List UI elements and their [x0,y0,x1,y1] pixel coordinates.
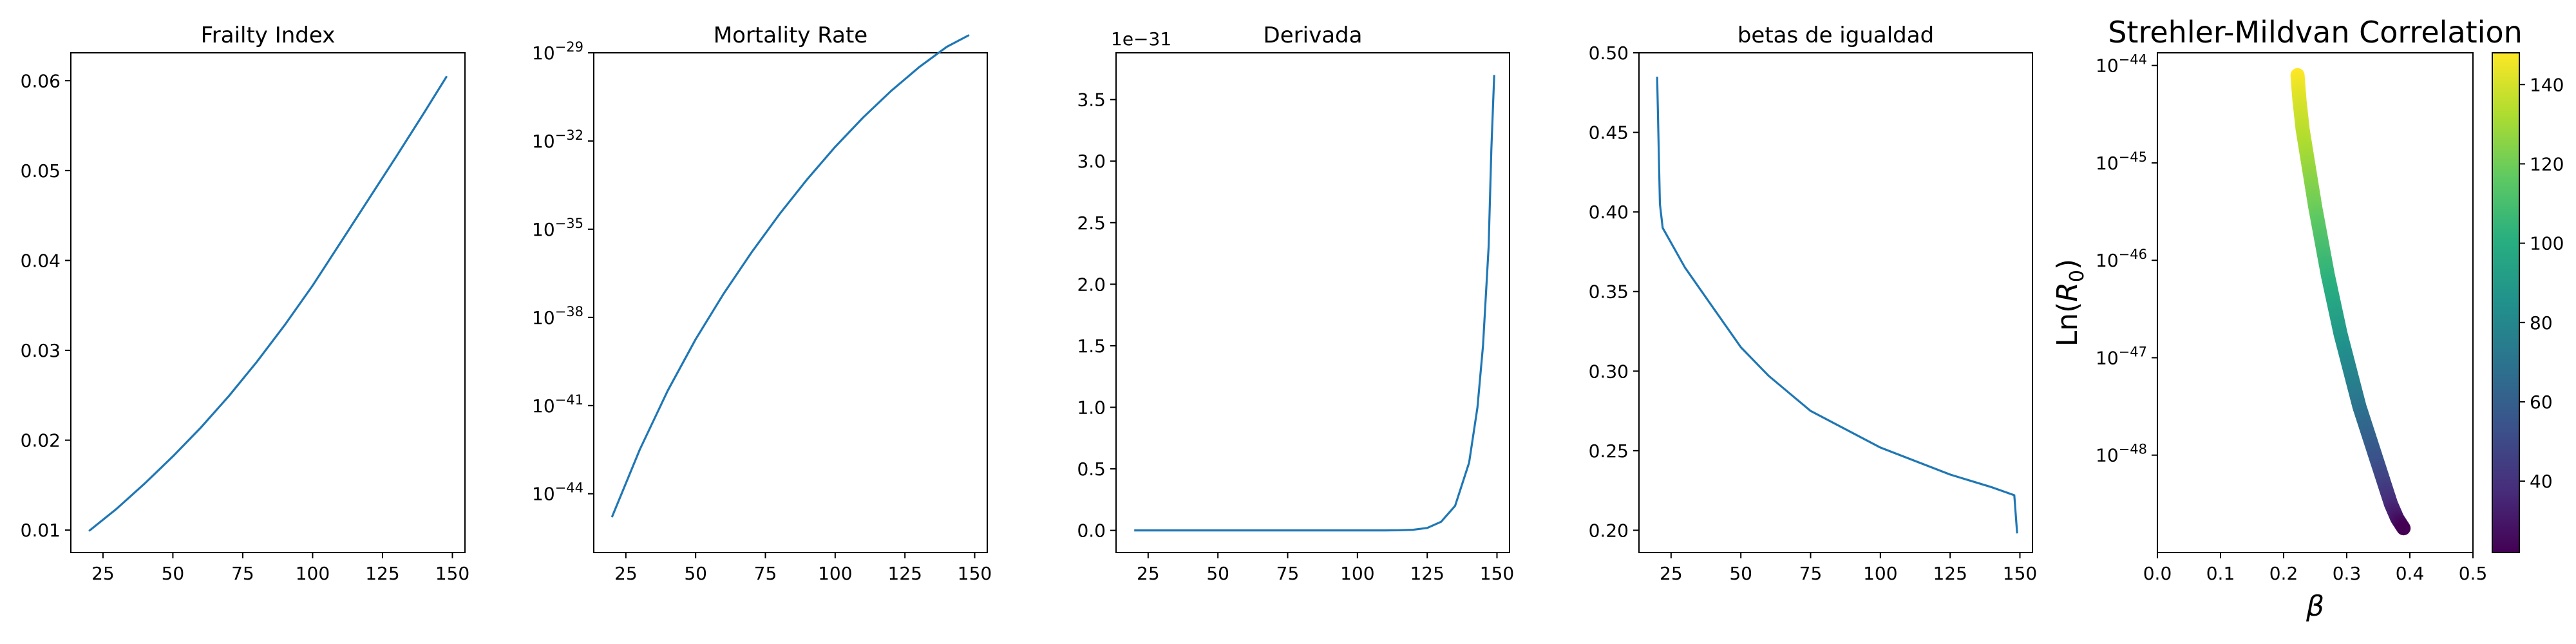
chart-title: Derivada [1264,23,1363,48]
colorbar-tick-label: 120 [2530,153,2564,175]
y-tick-label: 10−38 [532,304,583,328]
x-tick-label: 50 [1206,563,1229,584]
x-tick-label: 150 [2003,563,2037,584]
chart-title: Strehler-Mildvan Correlation [2108,15,2523,50]
x-tick-label: 0.0 [2143,563,2172,584]
y-tick-label: 10−41 [532,392,583,417]
x-tick-label: 125 [365,563,399,584]
y-tick-label: 10−44 [532,480,583,505]
y-axis-label: Ln(R0) [2051,259,2088,346]
x-tick-label: 50 [1729,563,1752,584]
x-tick-label: 25 [614,563,638,584]
y-tick-label: 3.5 [1077,90,1106,111]
x-tick-label: 25 [1660,563,1683,584]
y-tick-label: 0.30 [1589,361,1629,382]
scatter-point [2396,521,2411,536]
x-tick-label: 25 [1137,563,1160,584]
colorbar-tick-label: 80 [2530,312,2553,334]
x-tick-label: 0.5 [2459,563,2488,584]
colorbar [2492,52,2520,553]
series-line [1134,75,1495,532]
x-tick-label: 75 [231,563,254,584]
y-tick-label: 0.0 [1077,520,1106,542]
x-tick-label: 125 [1933,563,1967,584]
colorbar-tick-label: 140 [2530,74,2564,95]
x-tick-label: 75 [754,563,777,584]
x-tick-label: 50 [684,563,707,584]
y-tick-label: 3.0 [1077,151,1106,172]
axes-frame [70,52,466,553]
x-tick-label: 150 [435,563,469,584]
y-tick-label: 0.5 [1077,459,1106,480]
y-tick-label: 0.02 [21,430,61,451]
y-tick-label: 0.40 [1589,202,1629,223]
x-tick-label: 0.2 [2269,563,2298,584]
x-tick-label: 150 [1480,563,1514,584]
axes-frame [1115,52,1510,553]
colorbar-tick-label: 40 [2530,471,2553,492]
x-tick-label: 100 [818,563,852,584]
y-tick-label: 10−44 [2096,52,2147,77]
y-tick-label: 10−47 [2096,344,2147,368]
y-tick-label: 10−32 [532,128,583,152]
y-tick-label: 0.45 [1589,122,1629,144]
y-tick-label: 0.06 [21,70,61,91]
axes-frame [1638,52,2033,553]
axes-frame [593,52,988,553]
y-tick-label: 1.0 [1077,397,1106,418]
y-tick-label: 10−35 [532,216,583,240]
series-line [88,75,448,532]
y-tick-label: 10−46 [2096,247,2147,271]
strehler-mildvan-panel: Strehler-Mildvan Correlation 0.0 0.1 0.2 0.3… [2051,15,2564,623]
y-tick-label: 0.25 [1589,440,1629,462]
derivada-panel: Derivada 25 50 75 100 125 150 0.0 0.5 1.0 1.5 2.0 2.… [1077,23,1514,584]
x-tick-label: 100 [296,563,330,584]
y-tick-label: 10−29 [532,39,583,64]
x-tick-label: 75 [1276,563,1300,584]
x-tick-label: 125 [1410,563,1444,584]
y-tick-label: 10−45 [2096,149,2147,174]
y-tick-label: 0.01 [21,520,61,541]
series-line [1656,77,2018,534]
x-tick-label: 125 [887,563,922,584]
chart-title: Mortality Rate [714,23,867,48]
x-tick-label: 50 [162,563,185,584]
betas-de-igualdad-panel: betas de igualdad 25 50 75 100 125 150 0.20 0.25… [1589,23,2038,584]
offset-text: 1e−31 [1111,28,1171,50]
y-tick-label: 0.20 [1589,520,1629,541]
y-tick-label: 2.0 [1077,274,1106,295]
y-tick-label: 10−48 [2096,442,2147,466]
x-tick-label: 100 [1340,563,1374,584]
y-tick-label: 0.05 [21,160,61,182]
y-tick-label: 2.5 [1077,213,1106,234]
y-tick-label: 0.50 [1589,43,1629,64]
y-tick-label: 1.5 [1077,336,1106,357]
x-tick-label: 25 [91,563,115,584]
colorbar-tick-label: 60 [2530,392,2553,413]
y-tick-label: 0.35 [1589,281,1629,303]
colorbar-tick-label: 100 [2530,233,2564,254]
axes-frame [2157,52,2474,553]
chart-title: Frailty Index [201,23,336,48]
x-tick-label: 0.3 [2333,563,2362,584]
mortality-rate-line [611,34,970,518]
frailty-index-panel: Frailty Index 25 50 75 100 125 150 0.01 0.02 0.03… [21,23,470,584]
chart-title: betas de igualdad [1738,23,1934,48]
x-tick-label: 150 [958,563,992,584]
x-axis-label: β [2306,590,2324,623]
x-tick-label: 0.1 [2206,563,2235,584]
x-tick-label: 100 [1863,563,1897,584]
x-tick-label: 0.4 [2396,563,2425,584]
mortality-rate-panel: Mortality Rate 25 50 75 100 125 150 10−29 10−32 1… [532,23,992,584]
y-tick-label: 0.04 [21,250,61,271]
x-tick-label: 75 [1799,563,1823,584]
y-tick-label: 0.03 [21,340,61,361]
